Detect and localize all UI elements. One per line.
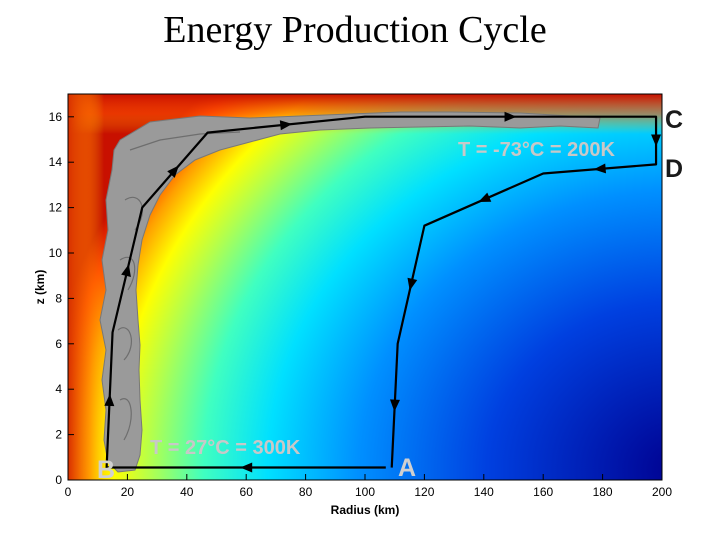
y-tick-label: 12 (49, 201, 63, 215)
x-tick-label: 40 (180, 485, 194, 499)
x-tick-label: 80 (299, 485, 313, 499)
x-tick-label: 160 (533, 485, 553, 499)
flow-arrow (504, 111, 517, 122)
y-tick-label: 0 (55, 473, 62, 487)
x-axis-label: Radius (km) (331, 503, 400, 517)
y-tick-label: 2 (55, 428, 62, 442)
flow-arrow (389, 399, 400, 412)
x-tick-label: 200 (652, 485, 672, 499)
flow-arrow (651, 134, 662, 147)
x-tick-label: 120 (414, 485, 434, 499)
flow-arrows (104, 111, 662, 473)
y-tick-label: 6 (55, 337, 62, 351)
flow-arrow (478, 192, 492, 202)
y-axis-label: z (km) (33, 270, 47, 305)
bottom-temperature-label: T = 27°C = 300K (150, 437, 301, 459)
flow-arrow (407, 277, 418, 291)
point-label-c: C (665, 106, 683, 134)
flow-arrow (121, 264, 131, 277)
top-temperature-label: T = -73°C = 200K (458, 139, 616, 161)
x-tick-label: 0 (65, 485, 72, 499)
flow-arrow (104, 393, 115, 407)
x-axis-ticks: 0 20 40 60 80 100 120 140 160 180 200 (65, 474, 672, 499)
y-tick-label: 16 (49, 110, 63, 124)
flow-arrow (167, 165, 179, 178)
flow-arrow (240, 462, 253, 473)
point-label-a: A (398, 454, 416, 482)
point-label-b: B (97, 456, 115, 484)
y-tick-label: 10 (49, 246, 63, 260)
x-tick-label: 100 (355, 485, 375, 499)
x-tick-label: 60 (240, 485, 254, 499)
x-tick-label: 20 (121, 485, 135, 499)
flow-arrow (279, 120, 293, 131)
y-axis-ticks: 0 2 4 6 8 10 12 14 16 (49, 110, 74, 487)
y-tick-label: 14 (49, 155, 63, 169)
x-tick-label: 140 (474, 485, 494, 499)
y-tick-label: 4 (55, 382, 62, 396)
point-label-d: D (665, 155, 683, 183)
x-tick-label: 180 (593, 485, 613, 499)
flow-arrow (593, 163, 607, 174)
page-title: Energy Production Cycle (163, 9, 547, 51)
y-tick-label: 8 (55, 291, 62, 305)
storm-cloud (99, 111, 601, 473)
